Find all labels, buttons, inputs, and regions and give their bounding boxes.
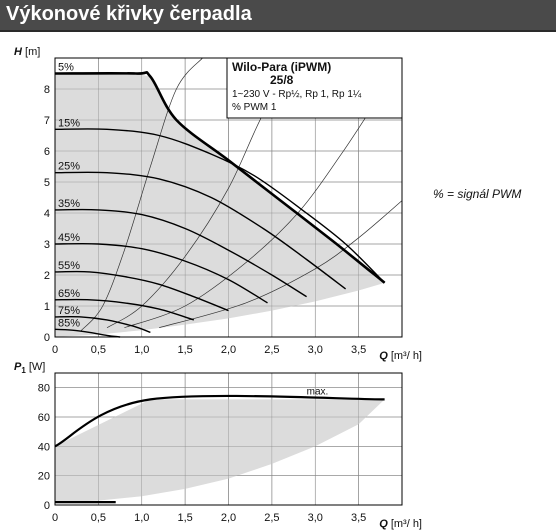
y-axis-unit: [W] [26, 361, 46, 373]
x-tick-label: 3,0 [308, 344, 323, 356]
x-tick-label: 1,5 [177, 344, 192, 356]
y-tick-label: 40 [38, 441, 50, 453]
operating-area [55, 73, 385, 337]
page-title: Výkonové křivky čerpadla [6, 3, 252, 25]
info-box-frame [226, 57, 403, 119]
series-label: 35% [58, 198, 80, 210]
series-line [54, 328, 121, 338]
series-line [54, 208, 307, 298]
series-label: 55% [58, 260, 80, 272]
system-curve [80, 57, 203, 332]
x-tick-label: 2,0 [221, 344, 236, 356]
y-tick-label: 0 [44, 332, 50, 344]
y-tick-label: 0 [44, 500, 50, 512]
series-label: 5% [58, 62, 74, 74]
x-axis-unit: [m³/ h] [388, 350, 422, 362]
x-tick-label: 1,0 [134, 344, 149, 356]
series-label: 45% [58, 232, 80, 244]
x-tick-label: 0,5 [91, 344, 106, 356]
series-label: 85% [58, 317, 80, 329]
series-line [54, 171, 347, 290]
y-tick-label: 3 [44, 239, 50, 251]
info-spec: 1~230 V - Rp½, Rp 1, Rp 1¼ [232, 88, 362, 100]
y-axis-label: H [m] [14, 46, 40, 58]
series-line [54, 128, 386, 284]
series-line [54, 270, 229, 312]
series-line [54, 394, 385, 448]
x-tick-label: 0 [52, 512, 58, 524]
y-tick-label: 60 [38, 412, 50, 424]
x-tick-label: 3,0 [308, 512, 323, 524]
series-label: max. [307, 386, 329, 397]
info-size: 25/8 [270, 73, 294, 87]
info-mode: % PWM 1 [232, 102, 277, 113]
x-axis-symbol: Q [379, 350, 388, 362]
y-tick-label: 1 [44, 301, 50, 313]
y-axis-symbol: H [14, 46, 23, 58]
y-tick-label: 8 [44, 84, 50, 96]
y-axis-unit: [m] [22, 46, 40, 58]
x-axis-unit: [m³/ h] [388, 518, 422, 530]
y-axis-subscript: 1 [21, 366, 26, 375]
series-line [54, 242, 268, 304]
series-label: 25% [58, 161, 80, 173]
series-line [54, 71, 386, 284]
x-tick-label: 2,5 [264, 512, 279, 524]
y-tick-label: 6 [44, 146, 50, 158]
y-axis-label: P1 [W] [14, 361, 45, 375]
y-tick-label: 2 [44, 270, 50, 282]
series-label: 65% [58, 288, 80, 300]
y-tick-label: 20 [38, 471, 50, 483]
y-axis-symbol: P [14, 361, 22, 373]
x-axis-label: Q [m³/ h] [379, 350, 422, 362]
y-tick-label: 80 [38, 383, 50, 395]
x-axis-label: Q [m³/ h] [379, 518, 422, 530]
x-axis-symbol: Q [379, 518, 388, 530]
power-chart: max. 0 0,5 1,0 1,5 2,0 2,5 3,0 3,5 0 20 40 60 80 P1 [W… [14, 361, 422, 530]
title-bar: Výkonové křivky čerpadla [0, 0, 556, 32]
y-tick-label: 5 [44, 177, 50, 189]
pwm-note: % = signál PWM [433, 187, 522, 201]
operating-area [55, 399, 385, 503]
series-line [54, 315, 151, 334]
x-tick-label: 2,0 [221, 512, 236, 524]
system-curve [124, 101, 377, 329]
y-tick-label: 7 [44, 115, 50, 127]
head-chart: 5% 15% 25% 35% 45% 55% 65% 75%85% 0 0,5 1,0 1,5 2,0 2… [14, 46, 422, 362]
x-tick-label: 1,5 [177, 512, 192, 524]
series-label: 15% [58, 117, 80, 129]
x-tick-label: 2,5 [264, 344, 279, 356]
series-label: 75% [58, 305, 80, 317]
x-tick-label: 0 [52, 344, 58, 356]
pump-info-box: Wilo-Para (iPWM)25/81~230 V - Rp½, Rp 1,… [226, 57, 403, 119]
plot-frame [54, 372, 403, 506]
x-tick-label: 0,5 [91, 512, 106, 524]
info-model: Wilo-Para (iPWM) [232, 60, 331, 74]
series-line [54, 298, 195, 321]
x-tick-label: 1,0 [134, 512, 149, 524]
system-curve [159, 200, 403, 329]
x-tick-label: 3,5 [351, 512, 366, 524]
x-tick-label: 3,5 [351, 344, 366, 356]
y-tick-label: 4 [44, 208, 50, 220]
